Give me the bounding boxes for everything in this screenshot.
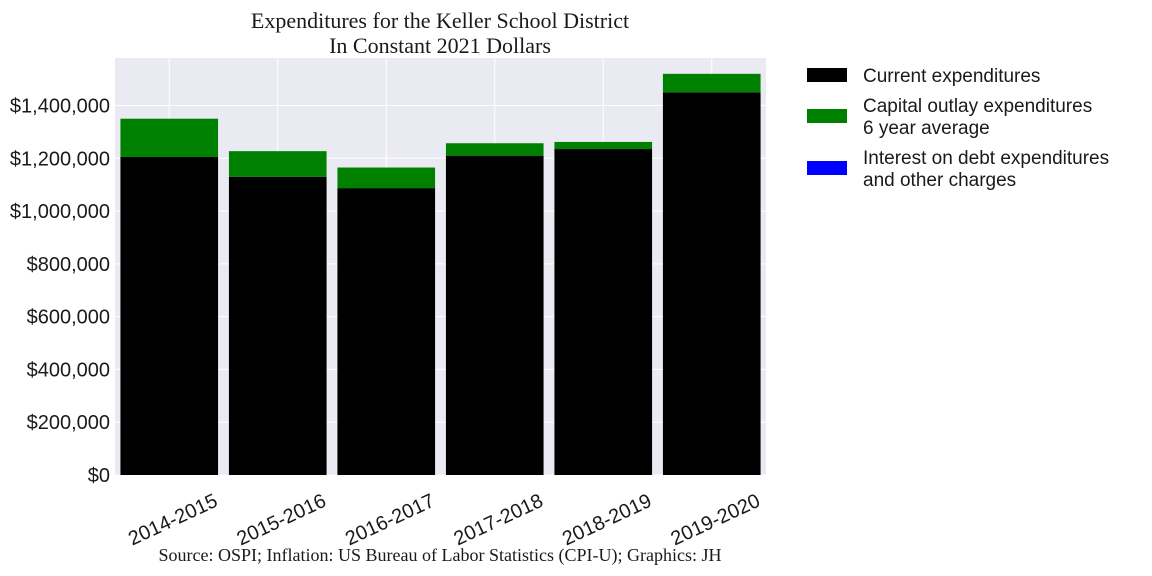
- bar-segment-series-1: [120, 118, 219, 157]
- y-tick-label: $1,200,000: [10, 148, 110, 170]
- chart-subtitle: In Constant 2021 Dollars: [329, 33, 551, 58]
- x-tick-label: 2018-2019: [559, 490, 655, 550]
- legend-swatch: [807, 68, 847, 82]
- legend-label: Current expenditures: [863, 66, 1040, 87]
- x-tick-label: 2014-2015: [125, 490, 221, 550]
- legend-swatch: [807, 109, 847, 123]
- bar-segment-series-1: [445, 143, 544, 156]
- x-tick-label: 2016-2017: [342, 490, 438, 550]
- plot-area: [115, 58, 766, 475]
- bar-segment-series-1: [228, 151, 327, 177]
- legend: Current expenditures Capital outlay expen…: [807, 66, 1109, 191]
- bar-segment-series-0: [337, 188, 436, 475]
- chart-title: Expenditures for the Keller School Distr…: [251, 8, 629, 33]
- x-tick-label: 2019-2020: [668, 490, 764, 550]
- bar-segment-series-1: [337, 167, 436, 189]
- bar-segment-series-1: [662, 73, 761, 93]
- x-tick-label: 2015-2016: [234, 490, 330, 550]
- y-tick-label: $0: [88, 465, 110, 487]
- source-note: Source: OSPI; Inflation: US Bureau of La…: [159, 545, 722, 566]
- bar-segment-series-0: [228, 176, 327, 476]
- bar-segment-series-0: [445, 155, 544, 475]
- bars-group: [120, 73, 761, 476]
- x-axis-ticks: 2014-2015 2015-2016 2016-2017 2017-2018 2018…: [125, 490, 763, 550]
- bar-segment-series-1: [554, 141, 653, 150]
- bar-segment-series-0: [662, 92, 761, 476]
- y-tick-label: $400,000: [27, 359, 110, 381]
- y-tick-label: $1,000,000: [10, 201, 110, 223]
- bar-segment-series-0: [120, 156, 219, 476]
- y-axis-ticks: $0 $200,000 $400,000 $600,000 $800,000 $1,000…: [10, 96, 110, 487]
- legend-swatch: [807, 161, 847, 175]
- x-tick-label: 2017-2018: [451, 490, 547, 550]
- y-tick-label: $200,000: [27, 412, 110, 434]
- y-tick-label: $1,400,000: [10, 96, 110, 118]
- bar-segment-series-0: [554, 149, 653, 475]
- y-tick-label: $600,000: [27, 307, 110, 329]
- y-tick-label: $800,000: [27, 254, 110, 276]
- legend-label: Interest on debt expenditures and other c…: [863, 148, 1109, 191]
- legend-label: Capital outlay expenditures 6 year averag…: [863, 96, 1092, 139]
